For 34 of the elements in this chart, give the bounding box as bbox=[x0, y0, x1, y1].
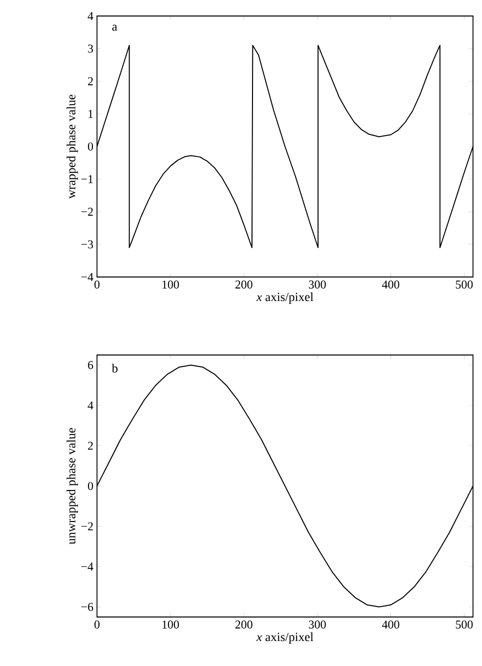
x-axis-title: x axis/pixel bbox=[256, 292, 314, 304]
x-tick-label: 0 bbox=[94, 620, 100, 629]
y-tick-label: −6 bbox=[81, 602, 94, 611]
x-tick-label: 300 bbox=[308, 620, 326, 629]
y-tick-label: −4 bbox=[81, 562, 94, 571]
x-tick-label: 200 bbox=[235, 620, 252, 629]
x-tick-label: 100 bbox=[162, 280, 179, 289]
y-tick-label: 1 bbox=[88, 110, 93, 118]
x-tick-label: 500 bbox=[456, 280, 473, 289]
y-tick-label: −2 bbox=[81, 208, 93, 216]
y-tick-label: 4 bbox=[88, 401, 94, 410]
y-tick-label: −1 bbox=[81, 175, 93, 184]
y-tick-label: −3 bbox=[81, 240, 94, 248]
x-tick-label: 200 bbox=[235, 280, 252, 289]
x-tick-label: 300 bbox=[308, 280, 326, 289]
x-axis-title: x axis/pixel bbox=[256, 632, 314, 644]
y-tick-label: 3 bbox=[88, 44, 94, 53]
y-tick-label: 0 bbox=[88, 142, 94, 151]
annotation: a bbox=[112, 24, 118, 31]
y-axis-title: unwrapped phase value bbox=[66, 428, 78, 544]
y-tick-label: 2 bbox=[88, 77, 93, 86]
annotation: b bbox=[112, 364, 118, 373]
x-tick-label: 400 bbox=[382, 620, 400, 629]
y-tick-label: −4 bbox=[81, 273, 94, 281]
x-tick-label: 400 bbox=[382, 280, 400, 289]
y-tick-label: 2 bbox=[88, 442, 93, 450]
x-tick-label: 0 bbox=[94, 280, 100, 289]
y-tick-label: −2 bbox=[81, 522, 93, 530]
x-tick-label: 100 bbox=[162, 620, 179, 629]
y-tick-label: 6 bbox=[88, 361, 94, 370]
y-tick-label: 0 bbox=[88, 482, 94, 490]
y-axis-title: wrapped phase value bbox=[66, 94, 78, 199]
x-tick-label: 500 bbox=[456, 620, 473, 629]
y-tick-label: 4 bbox=[88, 12, 94, 20]
